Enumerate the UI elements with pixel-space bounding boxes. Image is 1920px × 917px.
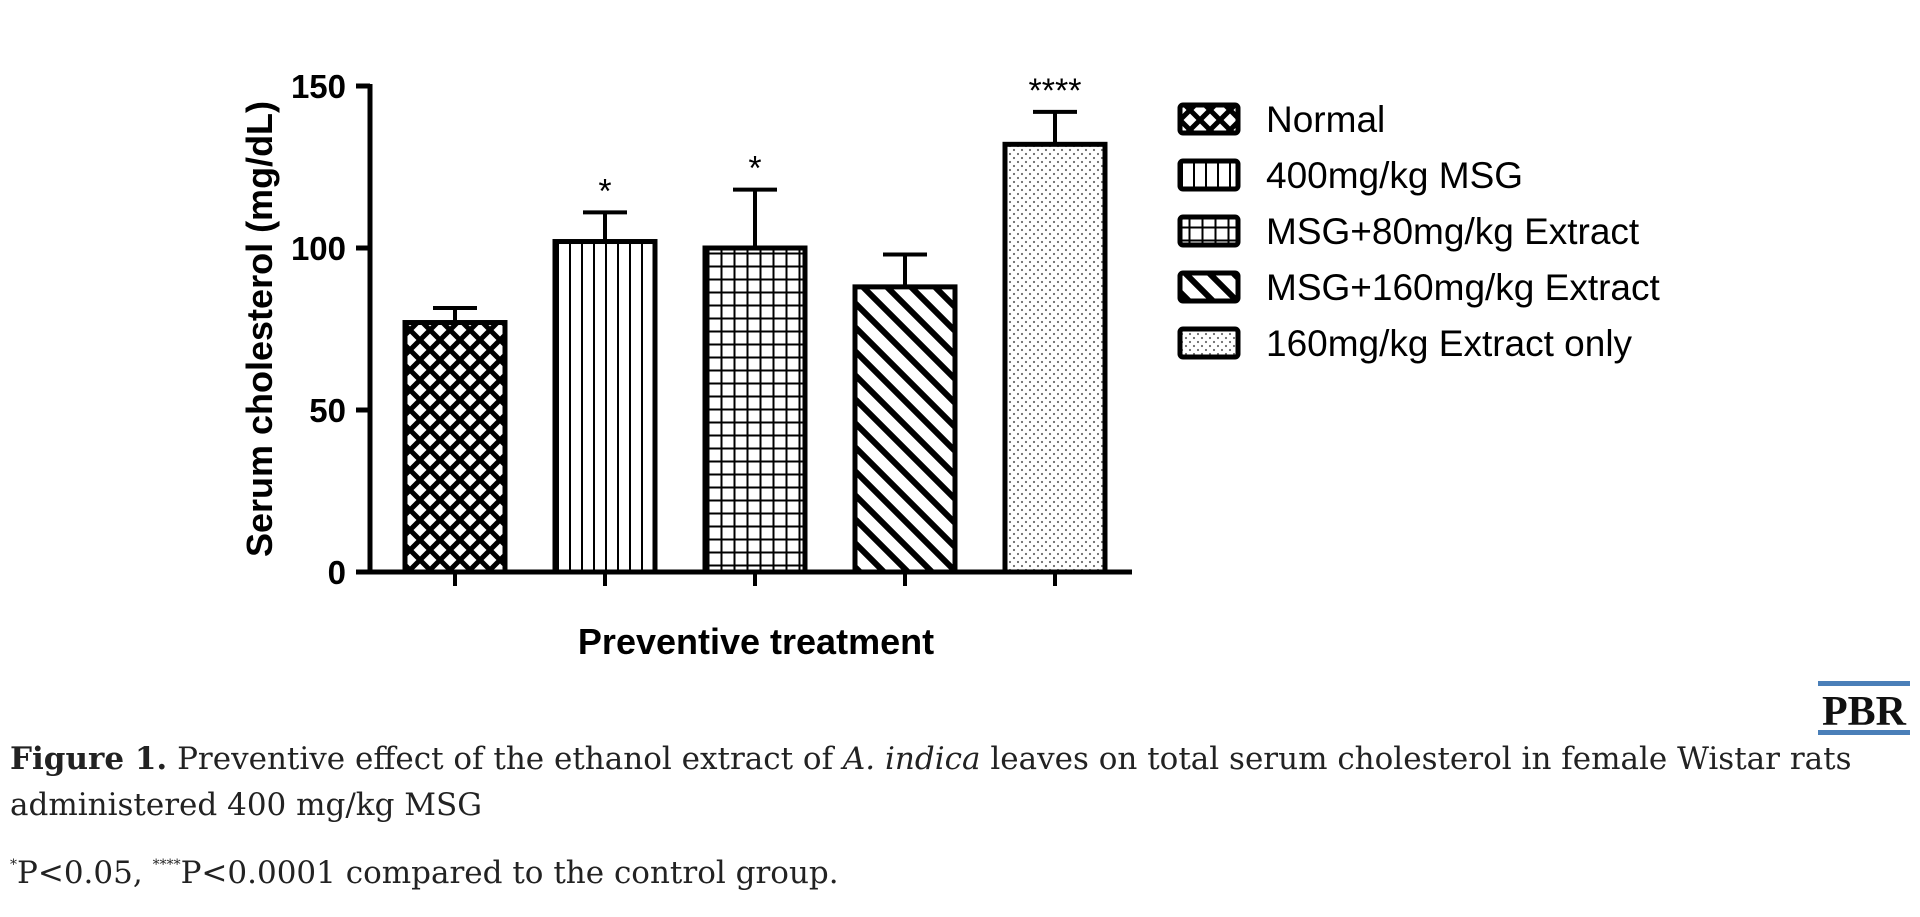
bar (552, 239, 658, 575)
y-tick-label: 50 (309, 392, 346, 429)
note-mark-2: **** (152, 857, 181, 873)
legend-swatch (1177, 102, 1241, 136)
caption-species: A. indica (842, 741, 981, 777)
legend-label: MSG+80mg/kg Extract (1266, 211, 1640, 252)
significance-label: **** (1029, 72, 1082, 110)
legend: Normal 400mg/kg MSG MSG+80mg/kg Extract MSG… (1177, 99, 1661, 364)
y-tick-label: 0 (328, 554, 346, 591)
significance-label: * (598, 172, 611, 210)
figure-label: Figure 1. (10, 741, 168, 777)
legend-swatch (1177, 326, 1241, 360)
legend-label: 400mg/kg MSG (1266, 155, 1523, 196)
axes: 0 50 100 150 Serum cholesterol (mg/dL) Preven… (239, 68, 1132, 662)
figure-caption: Figure 1. Preventive effect of the ethan… (10, 736, 1910, 828)
legend-label: 160mg/kg Extract only (1266, 323, 1633, 364)
legend-label: MSG+160mg/kg Extract (1266, 267, 1661, 308)
bar-chart: 0 50 100 150 Serum cholesterol (mg/dL) Preven… (239, 68, 1661, 662)
y-tick-label: 150 (291, 68, 346, 105)
journal-logo: PBR (1818, 681, 1910, 735)
note-mark-1: * (10, 857, 17, 873)
note-text-1: P<0.05, (17, 855, 153, 891)
bar (402, 320, 508, 575)
bars: ****** (402, 72, 1108, 575)
legend-swatch (1177, 158, 1241, 192)
bar (1002, 141, 1108, 575)
x-axis-label: Preventive treatment (578, 621, 934, 662)
caption-text-before: Preventive effect of the ethanol extract… (167, 741, 843, 777)
legend-swatch (1177, 214, 1241, 248)
significance-label: * (748, 150, 761, 188)
legend-swatch (1177, 270, 1241, 304)
note-text-2: P<0.0001 compared to the control group. (180, 855, 839, 891)
bar (702, 245, 808, 575)
y-tick-label: 100 (291, 230, 346, 267)
y-axis-label: Serum cholesterol (mg/dL) (239, 101, 280, 557)
bar (852, 284, 958, 575)
legend-label: Normal (1266, 99, 1385, 140)
significance-note: *P<0.05, ****P<0.0001 compared to the co… (10, 842, 839, 896)
caption-text-after: leaves on total serum cholesterol in fem… (10, 741, 1852, 823)
